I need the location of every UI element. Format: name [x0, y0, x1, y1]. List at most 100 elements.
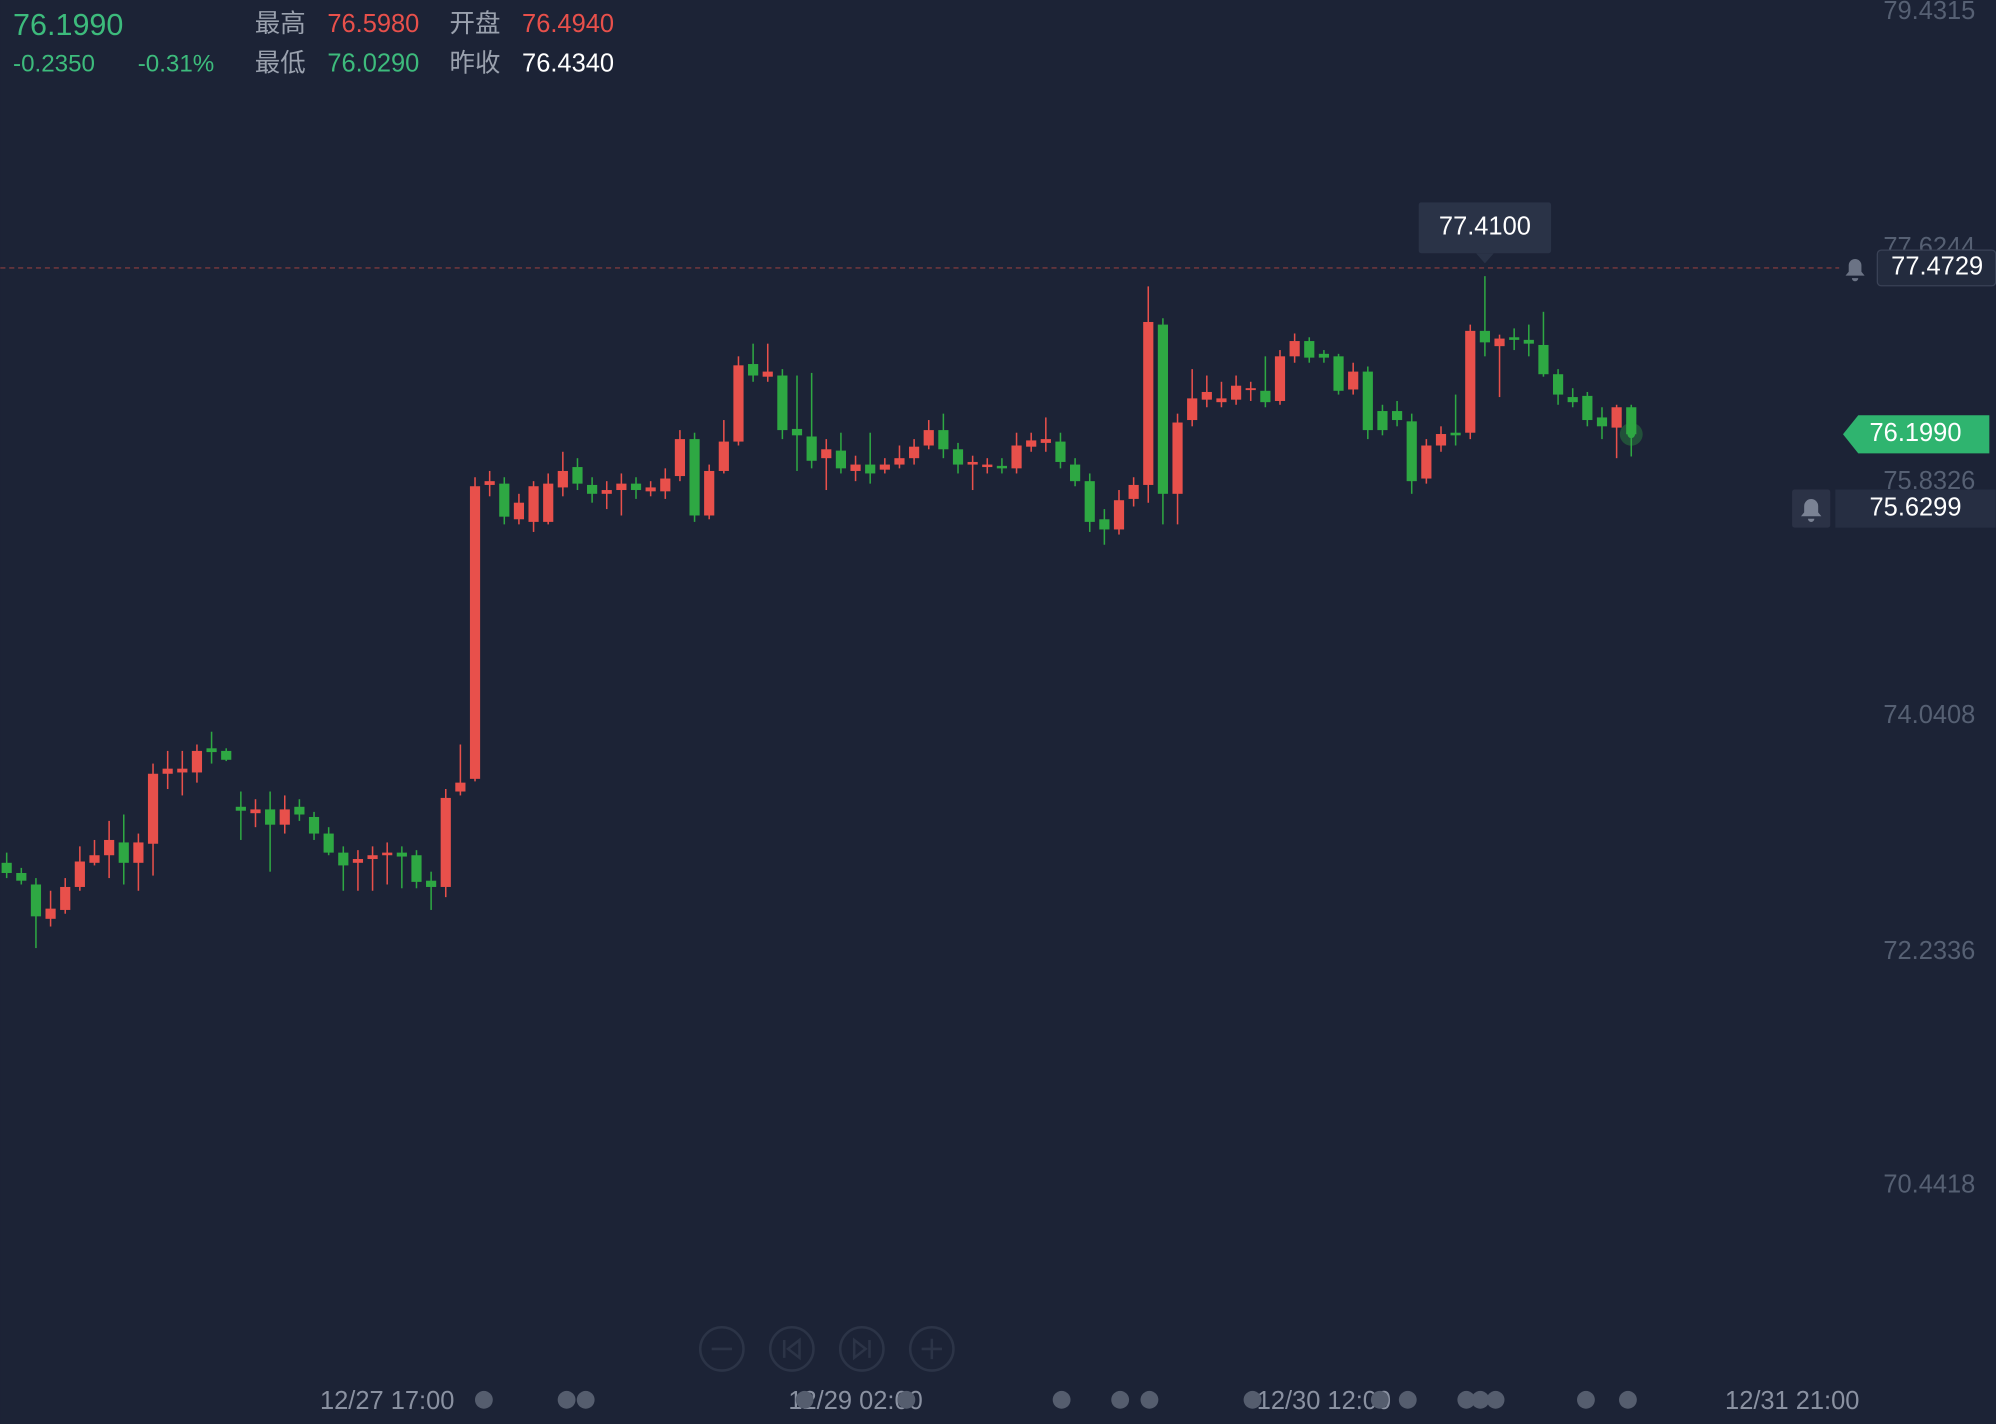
- last-close-dot: [1627, 430, 1636, 439]
- candle-body: [1626, 407, 1637, 435]
- candle-body: [762, 371, 773, 377]
- candle-body: [791, 428, 803, 436]
- candle-body: [206, 748, 217, 753]
- event-marker[interactable]: [1243, 1390, 1262, 1409]
- quote-label: 最低: [255, 50, 306, 78]
- candle-body: [689, 439, 700, 516]
- event-marker[interactable]: [1471, 1390, 1490, 1409]
- candle-body: [45, 908, 56, 919]
- candle-body: [1552, 374, 1564, 395]
- quote-label: 昨收: [450, 50, 501, 78]
- candle-body: [1479, 330, 1490, 343]
- candle-body: [440, 797, 451, 887]
- candle-body: [1055, 441, 1066, 462]
- candle-body: [733, 365, 744, 442]
- alert-bell: [1800, 499, 1822, 522]
- event-marker[interactable]: [1457, 1390, 1476, 1409]
- candle-body: [16, 872, 27, 881]
- event-marker[interactable]: [1577, 1390, 1595, 1409]
- candle-body: [367, 855, 378, 860]
- quote-value: 76.4340: [522, 50, 614, 78]
- candle-body: [660, 478, 671, 492]
- quote-change-pct: -0.31%: [138, 50, 215, 77]
- zoom-in-button[interactable]: [908, 1326, 955, 1372]
- candle-body: [587, 484, 598, 494]
- max-tooltip-pointer: [1475, 253, 1494, 264]
- event-marker[interactable]: [795, 1390, 814, 1409]
- candle-body: [1187, 398, 1198, 421]
- event-marker[interactable]: [1486, 1390, 1505, 1409]
- event-marker[interactable]: [1052, 1390, 1071, 1409]
- candle-body: [1274, 356, 1286, 401]
- candle-body: [1157, 324, 1168, 494]
- candle-body: [382, 852, 393, 856]
- quote-value: 76.4940: [522, 10, 614, 38]
- candle-body: [1289, 341, 1300, 357]
- last-price-tag: [1842, 415, 1990, 454]
- candle-body: [1201, 391, 1212, 400]
- zoom-out-button[interactable]: [698, 1326, 745, 1372]
- candle-body: [1509, 337, 1520, 340]
- event-marker[interactable]: [1111, 1390, 1130, 1409]
- event-marker[interactable]: [1140, 1390, 1159, 1409]
- candle-body: [1172, 422, 1183, 494]
- quote-change: -0.2350: [13, 50, 95, 77]
- alert-bell: [1845, 259, 1865, 282]
- candle-body: [835, 450, 847, 469]
- candle-body: [250, 809, 261, 814]
- candle-body: [308, 816, 320, 834]
- candle-body: [1245, 388, 1256, 391]
- quote-price: 76.1990: [13, 8, 123, 42]
- candle-body: [1377, 411, 1388, 431]
- candle-body: [455, 782, 466, 792]
- candle-body: [1026, 440, 1037, 447]
- candle-body: [235, 806, 246, 811]
- event-marker[interactable]: [1619, 1390, 1637, 1409]
- candle-body: [996, 465, 1008, 469]
- event-marker[interactable]: [576, 1390, 595, 1409]
- event-marker[interactable]: [897, 1390, 916, 1409]
- candle-body: [484, 481, 495, 485]
- candle-body: [177, 768, 188, 773]
- candle-body: [879, 464, 890, 470]
- candle-body: [748, 364, 759, 376]
- candle-body: [1465, 330, 1476, 433]
- y-tick-label: 74.0408: [1883, 701, 1975, 729]
- max-tooltip-box: [1418, 202, 1552, 254]
- candle-body: [1494, 338, 1505, 347]
- event-marker[interactable]: [557, 1390, 576, 1409]
- candle-body: [1523, 339, 1534, 344]
- candle-body: [601, 490, 612, 494]
- candle-body: [1391, 411, 1403, 421]
- scroll-start-button[interactable]: [768, 1326, 815, 1372]
- event-marker[interactable]: [1370, 1390, 1389, 1409]
- candle-body: [411, 855, 422, 882]
- candle-body: [89, 855, 100, 863]
- candle-body: [630, 483, 642, 491]
- candle-body: [1070, 464, 1081, 482]
- control-icons: [711, 1337, 943, 1361]
- alert-label: 75.6299: [1870, 493, 1962, 521]
- candle-body: [528, 486, 539, 522]
- x-tick-label: 12/31 21:00: [1725, 1387, 1859, 1415]
- candle-body: [1611, 407, 1622, 428]
- candle-body: [1362, 371, 1373, 431]
- y-tick-label: 72.2336: [1883, 937, 1975, 965]
- candle-body: [557, 470, 568, 488]
- candle-body: [338, 852, 349, 866]
- scroll-end-button[interactable]: [838, 1326, 885, 1372]
- candle-body: [1538, 344, 1549, 375]
- candle-body: [499, 483, 510, 517]
- event-marker[interactable]: [474, 1390, 493, 1409]
- candle-body: [294, 806, 305, 815]
- candle-body: [821, 449, 832, 459]
- candle-body: [147, 773, 159, 844]
- event-marker[interactable]: [1398, 1390, 1417, 1409]
- event-markers: [474, 1390, 1637, 1409]
- candle-body: [1084, 481, 1095, 522]
- alert-label-box: [1835, 489, 1996, 528]
- candle-body: [543, 483, 554, 522]
- candle-body: [572, 467, 583, 484]
- y-tick-label: 79.4315: [1883, 0, 1975, 25]
